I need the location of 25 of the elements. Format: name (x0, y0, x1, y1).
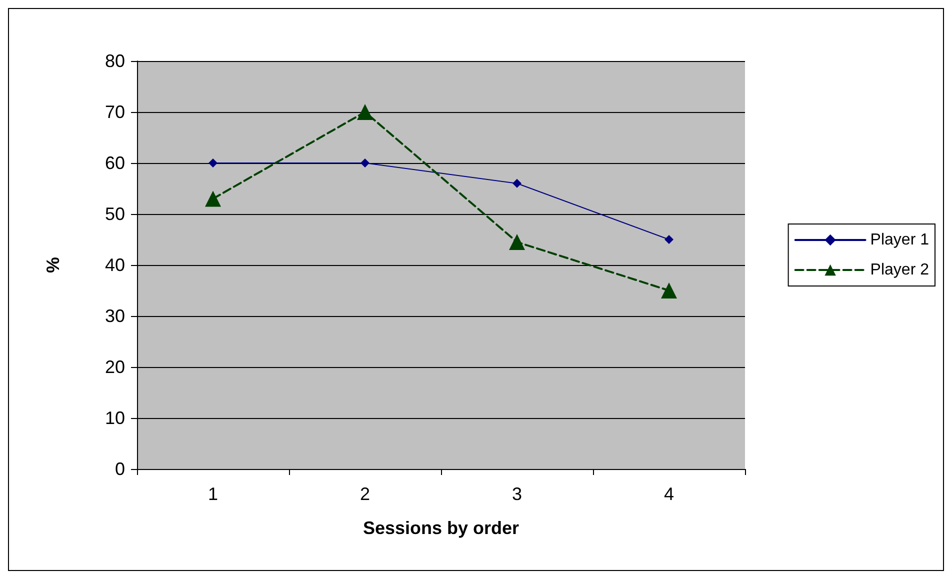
x-tick-label: 4 (664, 484, 674, 504)
y-tick-label: 30 (104, 306, 125, 326)
point (208, 158, 218, 168)
y-tick-label: 60 (104, 153, 125, 173)
legend-label: Player 1 (870, 232, 930, 248)
y-tick-label: 0 (114, 459, 125, 479)
x-tick-label: 3 (512, 484, 522, 504)
y-tick-label: 70 (104, 102, 125, 122)
point (661, 282, 677, 298)
point (205, 190, 221, 207)
x-tick-label: 2 (360, 484, 370, 504)
y-axis-title: % (43, 256, 63, 274)
y-tick-label: 10 (104, 408, 125, 428)
point (664, 235, 674, 244)
y-tick-label: 80 (104, 51, 125, 71)
x-tick-label: 1 (208, 484, 218, 504)
point (512, 178, 522, 188)
point (360, 158, 370, 168)
y-tick-label: 20 (104, 357, 125, 377)
point (509, 234, 525, 250)
y-tick-label: 40 (104, 255, 125, 275)
legend-label: Player 2 (870, 262, 930, 278)
x-axis-title: Sessions by order (362, 518, 520, 538)
point (357, 104, 373, 120)
y-tick-label: 50 (104, 204, 125, 224)
